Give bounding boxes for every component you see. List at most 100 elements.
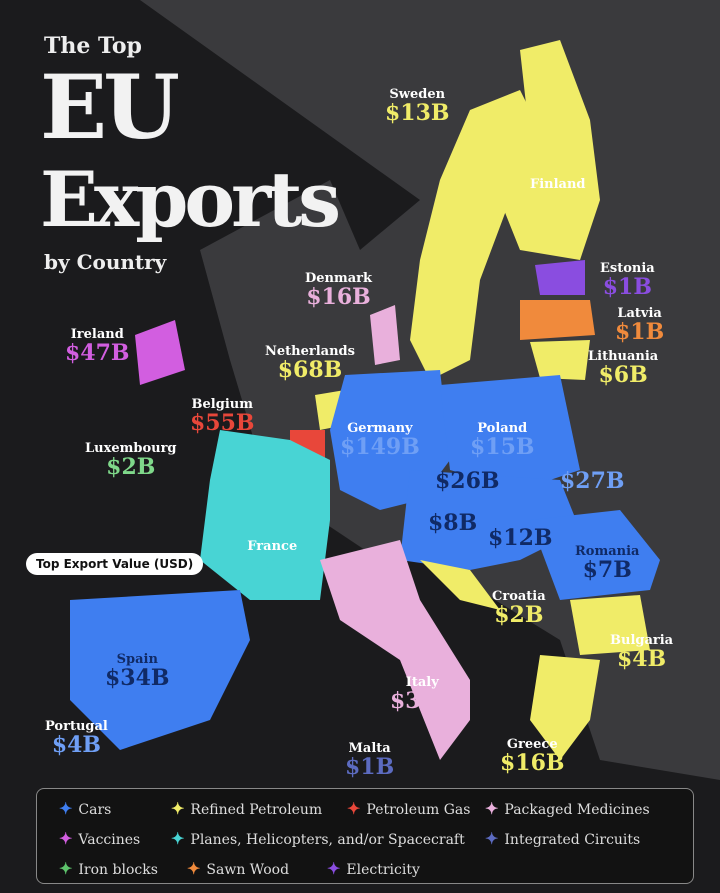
title-line1: The Top	[44, 33, 142, 59]
country-name: Lithuania	[588, 349, 659, 364]
region-greece	[530, 655, 600, 760]
country-label-greece: Greece $16B	[500, 738, 565, 775]
export-value: $6B	[598, 361, 648, 388]
country-label-finland: Finland $7B	[530, 178, 586, 215]
export-value: $4B	[616, 645, 667, 672]
legend-label: Iron blocks	[78, 862, 158, 878]
export-value: $1B	[602, 273, 652, 300]
country-name: Croatia	[492, 589, 546, 604]
sparkle-icon: ✦	[485, 829, 499, 848]
export-value: $55B	[190, 409, 255, 436]
country-label-spain: Spain $34B	[105, 653, 170, 690]
legend-item: ✦ Petroleum Gas	[347, 799, 470, 818]
country-label-romania: Romania $7B	[575, 545, 639, 582]
country-label-estonia: Estonia $1B	[600, 262, 655, 299]
country-label-sweden: Sweden $13B	[385, 88, 450, 125]
region-estonia	[535, 260, 585, 295]
country-label-latvia: Latvia $1B	[615, 307, 664, 344]
title-line4: by Country	[44, 250, 167, 274]
legend-label: Planes, Helicopters, and/or Spacecraft	[190, 832, 465, 848]
country-name: Italy	[405, 675, 439, 690]
region-romania	[530, 510, 660, 600]
export-value: $47B	[65, 339, 130, 366]
export-value: $34B	[105, 664, 170, 691]
export-value: $13B	[385, 99, 450, 126]
region-croatia	[420, 560, 500, 610]
country-name: Greece	[506, 737, 558, 752]
country-name: Germany	[347, 421, 413, 436]
legend-label: Electricity	[346, 862, 420, 878]
export-value: $8B	[428, 510, 478, 536]
title-line2: EU	[40, 55, 180, 159]
export-value: $149B	[340, 433, 420, 460]
region-finland	[500, 40, 600, 260]
sparkle-icon: ✦	[171, 829, 185, 848]
legend-label: Refined Petroleum	[190, 802, 323, 818]
export-value: $1B	[615, 318, 665, 345]
sparkle-icon: ✦	[171, 799, 185, 818]
sparkle-icon: ✦	[59, 799, 73, 818]
country-label-denmark: Denmark $16B	[305, 272, 372, 309]
legend-item: ✦ Sawn Wood	[187, 859, 289, 878]
country-name: Romania	[575, 544, 640, 559]
region-central-cars	[400, 470, 580, 570]
sparkle-icon: ✦	[485, 799, 499, 818]
legend-label: Vaccines	[78, 832, 141, 848]
country-name: Poland	[477, 421, 528, 436]
sparkle-icon: ✦	[59, 829, 73, 848]
country-label-malta: Malta $1B	[345, 742, 394, 779]
export-value: $15B	[470, 433, 535, 460]
top-export-value-badge: Top Export Value (USD)	[26, 553, 204, 575]
sparkle-icon: ✦	[59, 859, 73, 878]
country-label-belgium: Belgium $55B	[190, 398, 255, 435]
export-value: $16B	[306, 283, 371, 310]
country-label-unnamed: $12B	[488, 526, 553, 550]
country-name: Belgium	[191, 397, 253, 412]
legend-item: ✦ Refined Petroleum	[171, 799, 322, 818]
country-label-croatia: Croatia $2B	[492, 590, 546, 627]
country-label-lithuania: Lithuania $6B	[588, 350, 658, 387]
country-label-luxembourg: Luxembourg $2B	[85, 442, 177, 479]
country-label-portugal: Portugal $4B	[45, 720, 108, 757]
country-label-poland: Poland $15B	[470, 422, 535, 459]
legend-label: Petroleum Gas	[366, 802, 471, 818]
country-name: Finland	[530, 177, 586, 192]
region-latvia	[520, 300, 595, 340]
legend-item: ✦ Integrated Circuits	[485, 829, 640, 848]
country-name: Netherlands	[265, 344, 355, 359]
export-value: $27B	[240, 551, 305, 578]
country-name: France	[247, 539, 298, 554]
legend-label: Packaged Medicines	[504, 802, 650, 818]
region-ireland	[135, 320, 185, 385]
region-france	[200, 430, 330, 600]
country-label-unnamed: $8B	[428, 510, 478, 536]
country-name: Denmark	[305, 271, 373, 286]
legend-label: Cars	[78, 802, 112, 818]
country-label-netherlands: Netherlands $68B	[265, 345, 355, 382]
legend-item: ✦ Vaccines	[59, 829, 140, 848]
legend: ✦ Cars ✦ Refined Petroleum ✦ Petroleum Gas ✦ Pa…	[36, 788, 694, 884]
export-value: $26B	[435, 468, 500, 494]
sparkle-icon: ✦	[187, 859, 201, 878]
country-label-italy: Italy $34B	[390, 676, 455, 713]
country-label-bulgaria: Bulgaria $4B	[610, 634, 673, 671]
country-label-unnamed: $27B	[560, 469, 625, 493]
legend-item: ✦ Packaged Medicines	[485, 799, 650, 818]
legend-item: ✦ Planes, Helicopters, and/or Spacecraft	[171, 829, 465, 848]
region-italy	[320, 540, 470, 760]
export-value: $34B	[390, 687, 455, 714]
legend-item: ✦ Iron blocks	[59, 859, 158, 878]
region-denmark	[370, 305, 400, 365]
legend-label: Integrated Circuits	[504, 832, 641, 848]
sparkle-icon: ✦	[327, 859, 341, 878]
sparkle-icon: ✦	[347, 799, 361, 818]
country-name: Portugal	[45, 719, 108, 734]
legend-item: ✦ Electricity	[327, 859, 420, 878]
export-value: $16B	[500, 749, 565, 776]
export-value: $4B	[51, 731, 102, 758]
country-name: Sweden	[389, 87, 446, 102]
region-sweden	[410, 90, 540, 380]
country-name: Malta	[348, 741, 391, 756]
country-name: Estonia	[600, 261, 655, 276]
